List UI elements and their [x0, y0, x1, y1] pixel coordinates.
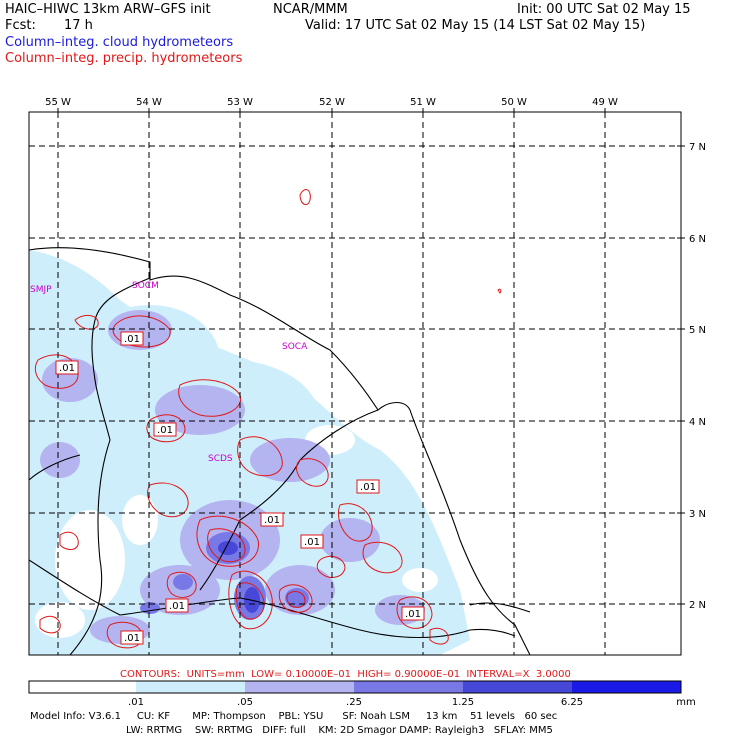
- contour-label: .01: [165, 598, 189, 613]
- lat-label-7n: 7 N: [689, 142, 706, 153]
- shading-layer: [29, 250, 470, 655]
- graticule: [29, 112, 681, 655]
- contour-label: .01: [120, 630, 144, 645]
- precip-field-title: Column–integ. precip. hydrometeors: [5, 51, 243, 66]
- svg-text:.01: .01: [124, 334, 140, 345]
- colorbar-unit: mm: [676, 697, 696, 708]
- lat-label-4n: 4 N: [689, 417, 706, 428]
- lat-label-2n: 2 N: [689, 600, 706, 611]
- colorbar-label: .05: [237, 697, 253, 708]
- axis-ticks: [57, 108, 685, 605]
- map-frame: [28, 111, 682, 656]
- contours-info: CONTOURS: UNITS=mm LOW= 0.10000E–01 HIGH…: [120, 669, 571, 680]
- lon-label-49w: 49 W: [592, 97, 618, 108]
- station-smjp: SMJP: [30, 285, 52, 295]
- model-info-line2: LW: RRTMG SW: RRTMG DIFF: full KM: 2D Sm…: [126, 725, 553, 736]
- svg-text:.01: .01: [405, 609, 421, 620]
- forecast-hour: 17 h: [64, 18, 93, 33]
- colorbar-label: .25: [346, 697, 362, 708]
- station-soca: SOCA: [282, 342, 308, 352]
- svg-text:.01: .01: [124, 633, 140, 644]
- svg-text:.01: .01: [304, 537, 320, 548]
- colorbar-label: 6.25: [560, 697, 584, 708]
- contour-label: .01: [120, 331, 144, 346]
- precip-contours: [34, 189, 502, 649]
- init-time: Init: 00 UTC Sat 02 May 15: [517, 2, 691, 17]
- contour-label: .01: [401, 606, 425, 621]
- contour-label: .01: [356, 479, 380, 494]
- svg-text:.01: .01: [264, 515, 280, 526]
- lon-label-51w: 51 W: [410, 97, 436, 108]
- organization: NCAR/MMM: [273, 2, 348, 17]
- lat-label-6n: 6 N: [689, 234, 706, 245]
- valid-time: Valid: 17 UTC Sat 02 May 15 (14 LST Sat …: [305, 18, 646, 33]
- lon-label-54w: 54 W: [136, 97, 162, 108]
- model-info-line1: Model Info: V3.6.1 CU: KF MP: Thompson P…: [30, 711, 558, 722]
- lon-label-53w: 53 W: [227, 97, 253, 108]
- colorbar-label: 1.25: [451, 697, 475, 708]
- station-scds: SCDS: [208, 454, 233, 464]
- lon-label-55w: 55 W: [45, 97, 71, 108]
- contour-label: .01: [55, 360, 79, 375]
- colorbar: [28, 680, 682, 694]
- lat-label-5n: 5 N: [689, 325, 706, 336]
- svg-text:.01: .01: [360, 482, 376, 493]
- colorbar-label: .01: [128, 697, 144, 708]
- lon-label-50w: 50 W: [501, 97, 527, 108]
- contour-label: .01: [300, 534, 324, 549]
- forecast-label: Fcst:: [5, 18, 36, 33]
- svg-text:.01: .01: [59, 363, 75, 374]
- svg-text:.01: .01: [169, 601, 185, 612]
- lon-label-52w: 52 W: [319, 97, 345, 108]
- contour-label: .01: [260, 512, 284, 527]
- model-title: HAIC–HIWC 13km ARW–GFS init: [5, 2, 211, 17]
- contour-label: .01: [153, 422, 177, 437]
- lat-label-3n: 3 N: [689, 509, 706, 520]
- cloud-field-title: Column–integ. cloud hydrometeors: [5, 35, 234, 50]
- svg-text:.01: .01: [157, 425, 173, 436]
- station-socm: SOCM: [132, 281, 159, 291]
